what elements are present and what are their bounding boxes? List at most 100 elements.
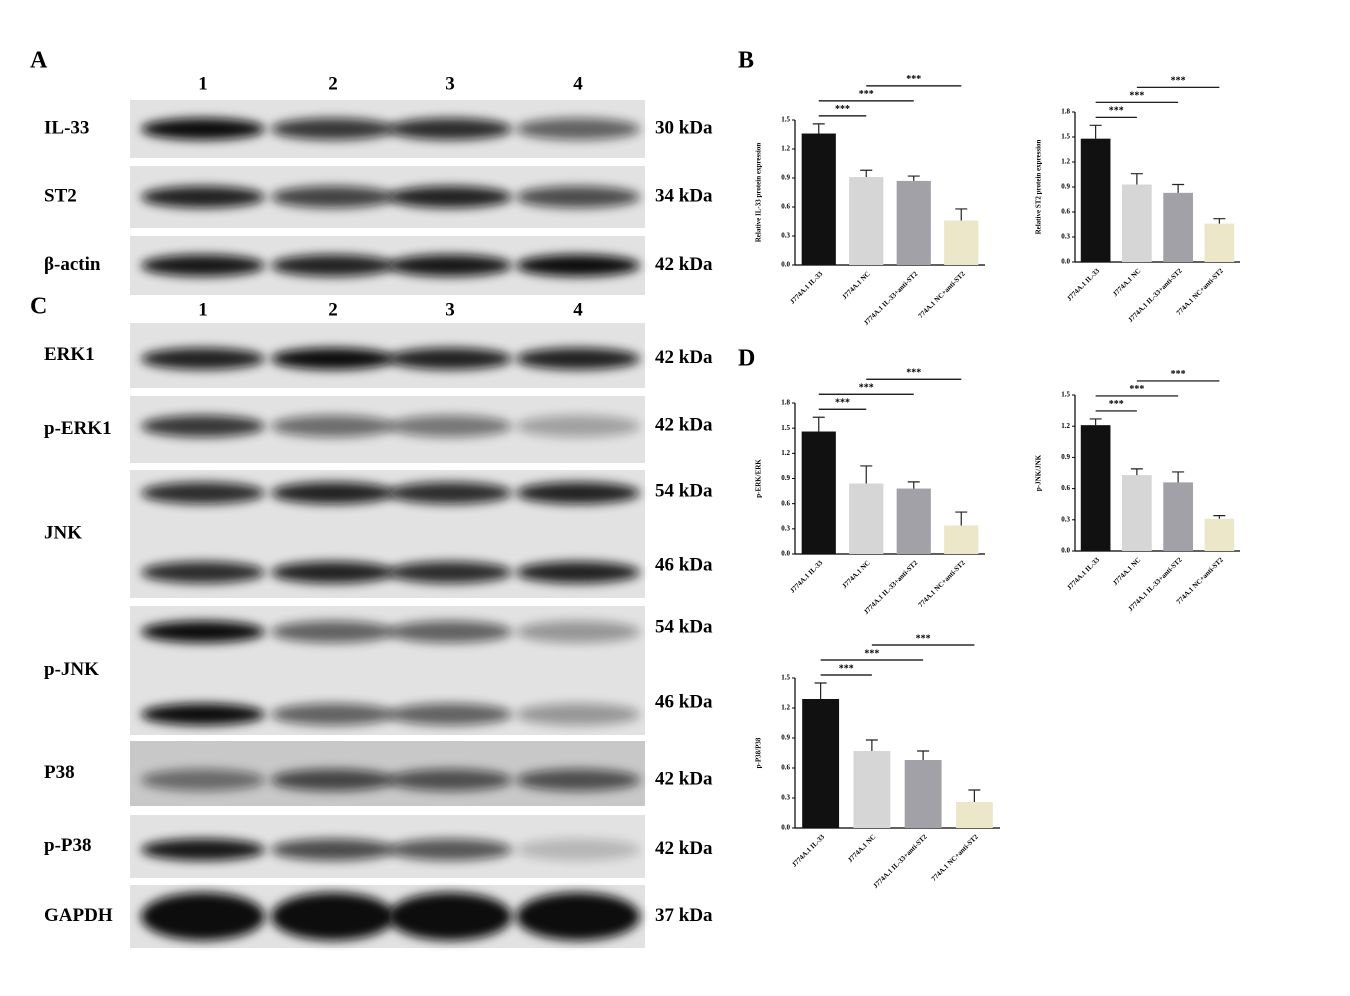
protein-label: IL-33 [44, 117, 89, 138]
y-tick-label: 0.6 [1061, 484, 1070, 492]
significance-label: *** [1171, 76, 1186, 87]
y-tick-label: 0.3 [781, 794, 790, 802]
bar [944, 220, 979, 265]
y-tick-label: 1.2 [1061, 158, 1070, 166]
significance-label: *** [859, 89, 874, 100]
band-size: 42 kDa [655, 347, 713, 368]
blot-band [516, 118, 640, 140]
y-axis-label: Relative ST2 protein expression [1035, 139, 1043, 234]
y-tick-label: 0.6 [781, 764, 790, 772]
blot-band [388, 703, 512, 726]
blot-band [271, 769, 395, 791]
band-size: 30 kDa [655, 117, 713, 138]
significance-label: *** [906, 368, 921, 379]
y-tick-label: 0.0 [781, 261, 790, 269]
y-tick-label: 1.5 [781, 424, 790, 432]
x-tick-label: 774A.1 NC+anti-ST2 [1175, 267, 1225, 317]
protein-label: β-actin [44, 254, 101, 275]
x-tick-label: J774A.1 NC [1111, 556, 1142, 587]
lane-label: 4 [573, 299, 583, 320]
bar [1204, 223, 1235, 262]
error-bar [1213, 218, 1226, 224]
lane-label: 3 [445, 73, 455, 94]
blot-band [516, 703, 640, 726]
significance-label: *** [1109, 106, 1124, 117]
blot-band [141, 769, 265, 791]
blot-band [141, 415, 265, 438]
lane-label: 2 [328, 299, 338, 320]
x-tick-label: J774A.1 IL-33 [788, 270, 824, 306]
significance-label: *** [1129, 384, 1144, 395]
y-tick-label: 0.9 [781, 734, 790, 742]
y-tick-label: 0.3 [1061, 233, 1070, 241]
blot-band [388, 254, 512, 277]
significance-label: *** [835, 398, 850, 409]
lane-label: 1 [198, 73, 208, 94]
blot-band [388, 769, 512, 791]
lane-label: 2 [328, 73, 338, 94]
band-size: 42 kDa [655, 415, 713, 436]
bar [801, 133, 836, 265]
band-size: 42 kDa [655, 768, 713, 789]
blot-band [271, 186, 395, 208]
y-axis-label: p-ERK/ERK [755, 459, 763, 498]
bar [1122, 475, 1152, 551]
x-tick-label: J774A.1 NC [841, 559, 872, 590]
bar [955, 802, 993, 828]
band-size: 34 kDa [655, 185, 713, 206]
significance-label: *** [839, 663, 854, 674]
protein-label: p-JNK [44, 659, 99, 680]
error-bar [955, 208, 968, 221]
error-bar [917, 750, 930, 760]
y-tick-label: 1.8 [781, 399, 790, 407]
protein-label: GAPDH [44, 905, 113, 926]
blot-band [141, 892, 265, 941]
x-tick-label: 774A.1 NC+anti-ST2 [1175, 556, 1225, 606]
blot-band [516, 561, 640, 584]
error-bar [1213, 515, 1226, 519]
blot-band [388, 561, 512, 584]
band-size: 46 kDa [655, 691, 713, 712]
blot-band [141, 703, 265, 726]
blot-band [271, 620, 395, 643]
x-tick-label: J774A.1 NC [846, 833, 877, 864]
bar [944, 525, 979, 554]
blot-band [388, 482, 512, 505]
panel-label: C [30, 294, 47, 320]
band-size: 54 kDa [655, 616, 713, 637]
blot-band [388, 118, 512, 140]
blot-band [141, 347, 265, 370]
error-bar [1172, 471, 1185, 483]
bar [801, 431, 836, 554]
significance-label: *** [1109, 399, 1124, 410]
panel-label: D [738, 346, 755, 372]
y-tick-label: 0.0 [781, 550, 790, 558]
error-bar [1130, 468, 1143, 476]
y-tick-label: 0.9 [781, 174, 790, 182]
y-tick-label: 1.5 [1061, 391, 1070, 399]
blot-band [271, 482, 395, 505]
band-size: 54 kDa [655, 480, 713, 501]
significance-label: *** [906, 74, 921, 85]
blot-band [141, 254, 265, 277]
bar [904, 760, 942, 828]
blot-band [141, 838, 265, 861]
blot-band [516, 347, 640, 370]
blot-band [271, 254, 395, 277]
bar [1080, 138, 1111, 262]
blot-band [516, 838, 640, 861]
blot-band [271, 118, 395, 140]
error-bar [860, 465, 873, 484]
band-size: 37 kDa [655, 905, 713, 926]
panel-label: A [30, 48, 48, 74]
blot-band [516, 482, 640, 505]
error-bar [1130, 173, 1143, 185]
bar [853, 751, 891, 828]
error-bar [955, 511, 968, 526]
blot-band [516, 254, 640, 277]
bar [1163, 192, 1193, 262]
y-axis-label: p-P38/P38 [755, 737, 763, 768]
blot-band [516, 620, 640, 643]
y-tick-label: 0.0 [1061, 258, 1070, 266]
x-tick-label: 774A.1 NC+anti-ST2 [917, 559, 967, 609]
